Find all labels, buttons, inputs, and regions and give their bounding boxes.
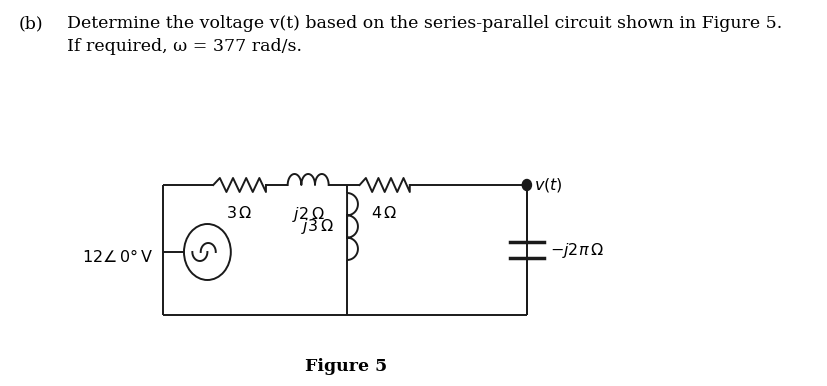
Circle shape xyxy=(522,179,531,191)
Text: Determine the voltage v(t) based on the series-parallel circuit shown in Figure : Determine the voltage v(t) based on the … xyxy=(67,15,782,32)
Text: $v(t)$: $v(t)$ xyxy=(533,176,562,194)
Text: $12\angle\,0°\,\mathrm{V}$: $12\angle\,0°\,\mathrm{V}$ xyxy=(82,249,153,266)
Text: $- j2\pi\,\Omega$: $- j2\pi\,\Omega$ xyxy=(550,240,604,259)
Text: If required, ω = 377 rad/s.: If required, ω = 377 rad/s. xyxy=(67,38,302,55)
Text: Figure 5: Figure 5 xyxy=(304,358,387,375)
Text: $j3\,\Omega$: $j3\,\Omega$ xyxy=(301,217,333,236)
Text: $3\,\Omega$: $3\,\Omega$ xyxy=(226,205,252,222)
Text: $4\,\Omega$: $4\,\Omega$ xyxy=(371,205,398,222)
Text: (b): (b) xyxy=(18,15,43,32)
Text: $j2\,\Omega$: $j2\,\Omega$ xyxy=(291,205,324,224)
